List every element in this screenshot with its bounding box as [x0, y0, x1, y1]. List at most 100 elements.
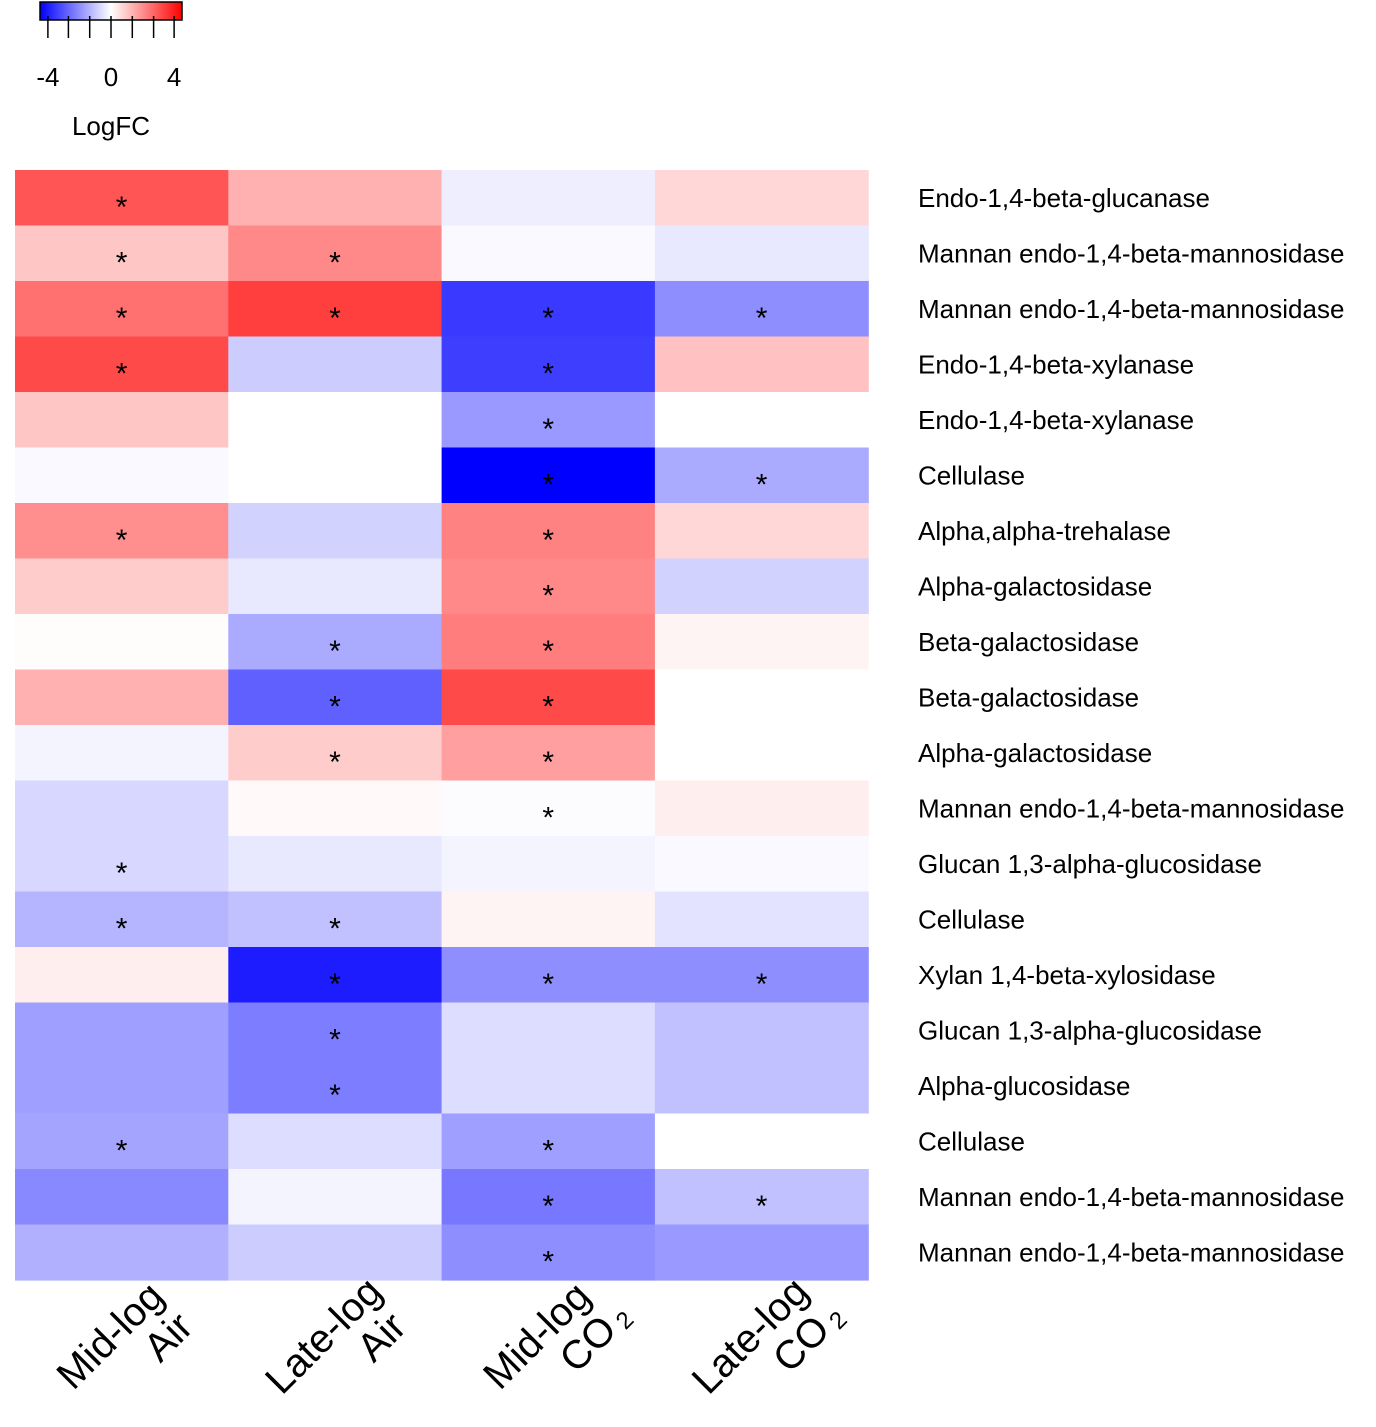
column-label: Late-logAir — [257, 1269, 420, 1427]
row-label: Mannan endo-1,4-beta-mannosidase — [918, 1237, 1344, 1267]
heatmap-cell — [228, 1225, 442, 1281]
significance-star: * — [756, 1190, 768, 1223]
heatmap-cell — [228, 836, 442, 892]
row-label: Beta-galactosidase — [918, 682, 1139, 712]
heatmap-cell — [655, 670, 869, 726]
significance-star: * — [542, 1134, 554, 1167]
significance-star: * — [116, 246, 128, 279]
row-label: Endo-1,4-beta-glucanase — [918, 183, 1210, 213]
row-label: Xylan 1,4-beta-xylosidase — [918, 960, 1216, 990]
significance-star: * — [542, 579, 554, 612]
significance-star: * — [329, 1079, 341, 1112]
significance-star: * — [116, 912, 128, 945]
heatmap-cell — [228, 170, 442, 226]
column-labels: Mid-logAir Late-logAir Mid-logCO2 Late-logC… — [49, 1264, 853, 1427]
heatmap-cell — [655, 892, 869, 948]
heatmap-cell — [15, 947, 229, 1003]
significance-star: * — [542, 746, 554, 779]
significance-star: * — [542, 468, 554, 501]
significance-star: * — [116, 857, 128, 890]
heatmap-cell — [15, 614, 229, 670]
row-label: Cellulase — [918, 904, 1025, 934]
heatmap-cell — [15, 670, 229, 726]
heatmap-cell — [655, 337, 869, 393]
heatmap-cell — [655, 725, 869, 781]
significance-star: * — [542, 1245, 554, 1278]
heatmap-cell — [15, 1003, 229, 1059]
significance-star: * — [329, 746, 341, 779]
row-label: Endo-1,4-beta-xylanase — [918, 349, 1194, 379]
legend-tick-label: -4 — [36, 62, 59, 92]
row-label: Mannan endo-1,4-beta-mannosidase — [918, 793, 1344, 823]
heatmap-cell — [442, 226, 656, 282]
row-label: Alpha-glucosidase — [918, 1071, 1130, 1101]
legend-tick-label: 0 — [104, 62, 118, 92]
heatmap-cell — [228, 1169, 442, 1225]
heatmap-cell — [15, 1169, 229, 1225]
row-label: Glucan 1,3-alpha-glucosidase — [918, 1015, 1262, 1045]
significance-star: * — [542, 524, 554, 557]
heatmap-cell — [228, 392, 442, 448]
heatmap-cell — [15, 448, 229, 504]
significance-star: * — [116, 357, 128, 390]
heatmap-cell — [15, 1225, 229, 1281]
significance-star: * — [116, 302, 128, 335]
heatmap-cell — [15, 725, 229, 781]
heatmap-cell — [15, 1058, 229, 1114]
significance-star: * — [756, 968, 768, 1001]
legend-ticks: -4 0 4 — [36, 16, 181, 92]
row-label: Mannan endo-1,4-beta-mannosidase — [918, 294, 1344, 324]
legend-title: LogFC — [72, 111, 150, 141]
row-label: Mannan endo-1,4-beta-mannosidase — [918, 1182, 1344, 1212]
significance-star: * — [756, 468, 768, 501]
significance-star: * — [542, 357, 554, 390]
heatmap-cell — [655, 170, 869, 226]
heatmap-cell — [228, 448, 442, 504]
heatmap-cell — [442, 1003, 656, 1059]
significance-star: * — [542, 968, 554, 1001]
heatmap-cells — [15, 170, 869, 1281]
significance-star: * — [756, 302, 768, 335]
significance-star: * — [329, 302, 341, 335]
heatmap-cell — [442, 892, 656, 948]
row-label: Alpha-galactosidase — [918, 571, 1152, 601]
heatmap-chart: -4 0 4 LogFC ** ** * * ** *** ** *** ** ** **** ** * **… — [0, 0, 1376, 1427]
significance-star: * — [542, 690, 554, 723]
significance-star: * — [329, 690, 341, 723]
heatmap-cell — [15, 559, 229, 615]
heatmap-cell — [655, 392, 869, 448]
significance-star: * — [116, 1134, 128, 1167]
significance-star: * — [542, 413, 554, 446]
heatmap-cell — [655, 1225, 869, 1281]
heatmap-cell — [655, 226, 869, 282]
significance-star: * — [329, 246, 341, 279]
heatmap-cell — [442, 836, 656, 892]
significance-star: * — [542, 801, 554, 834]
heatmap-cell — [655, 503, 869, 559]
row-labels: Endo-1,4-beta-glucanase Mannan endo-1,4-b… — [918, 183, 1344, 1268]
heatmap-cell — [655, 836, 869, 892]
heatmap-cell — [442, 1058, 656, 1114]
color-legend: -4 0 4 LogFC — [36, 2, 182, 141]
significance-star: * — [542, 635, 554, 668]
significance-star: * — [116, 191, 128, 224]
heatmap-cell — [655, 1058, 869, 1114]
significance-star: * — [542, 302, 554, 335]
significance-star: * — [542, 1190, 554, 1223]
heatmap-cell — [228, 337, 442, 393]
significance-star: * — [329, 635, 341, 668]
heatmap-cell — [655, 1003, 869, 1059]
heatmap-cell — [15, 392, 229, 448]
row-label: Cellulase — [918, 460, 1025, 490]
row-label: Alpha-galactosidase — [918, 738, 1152, 768]
significance-star: * — [329, 968, 341, 1001]
heatmap-cell — [655, 559, 869, 615]
heatmap-cell — [655, 1114, 869, 1170]
significance-star: * — [116, 524, 128, 557]
row-label: Beta-galactosidase — [918, 627, 1139, 657]
row-label: Glucan 1,3-alpha-glucosidase — [918, 849, 1262, 879]
heatmap-cell — [442, 170, 656, 226]
row-label: Cellulase — [918, 1126, 1025, 1156]
